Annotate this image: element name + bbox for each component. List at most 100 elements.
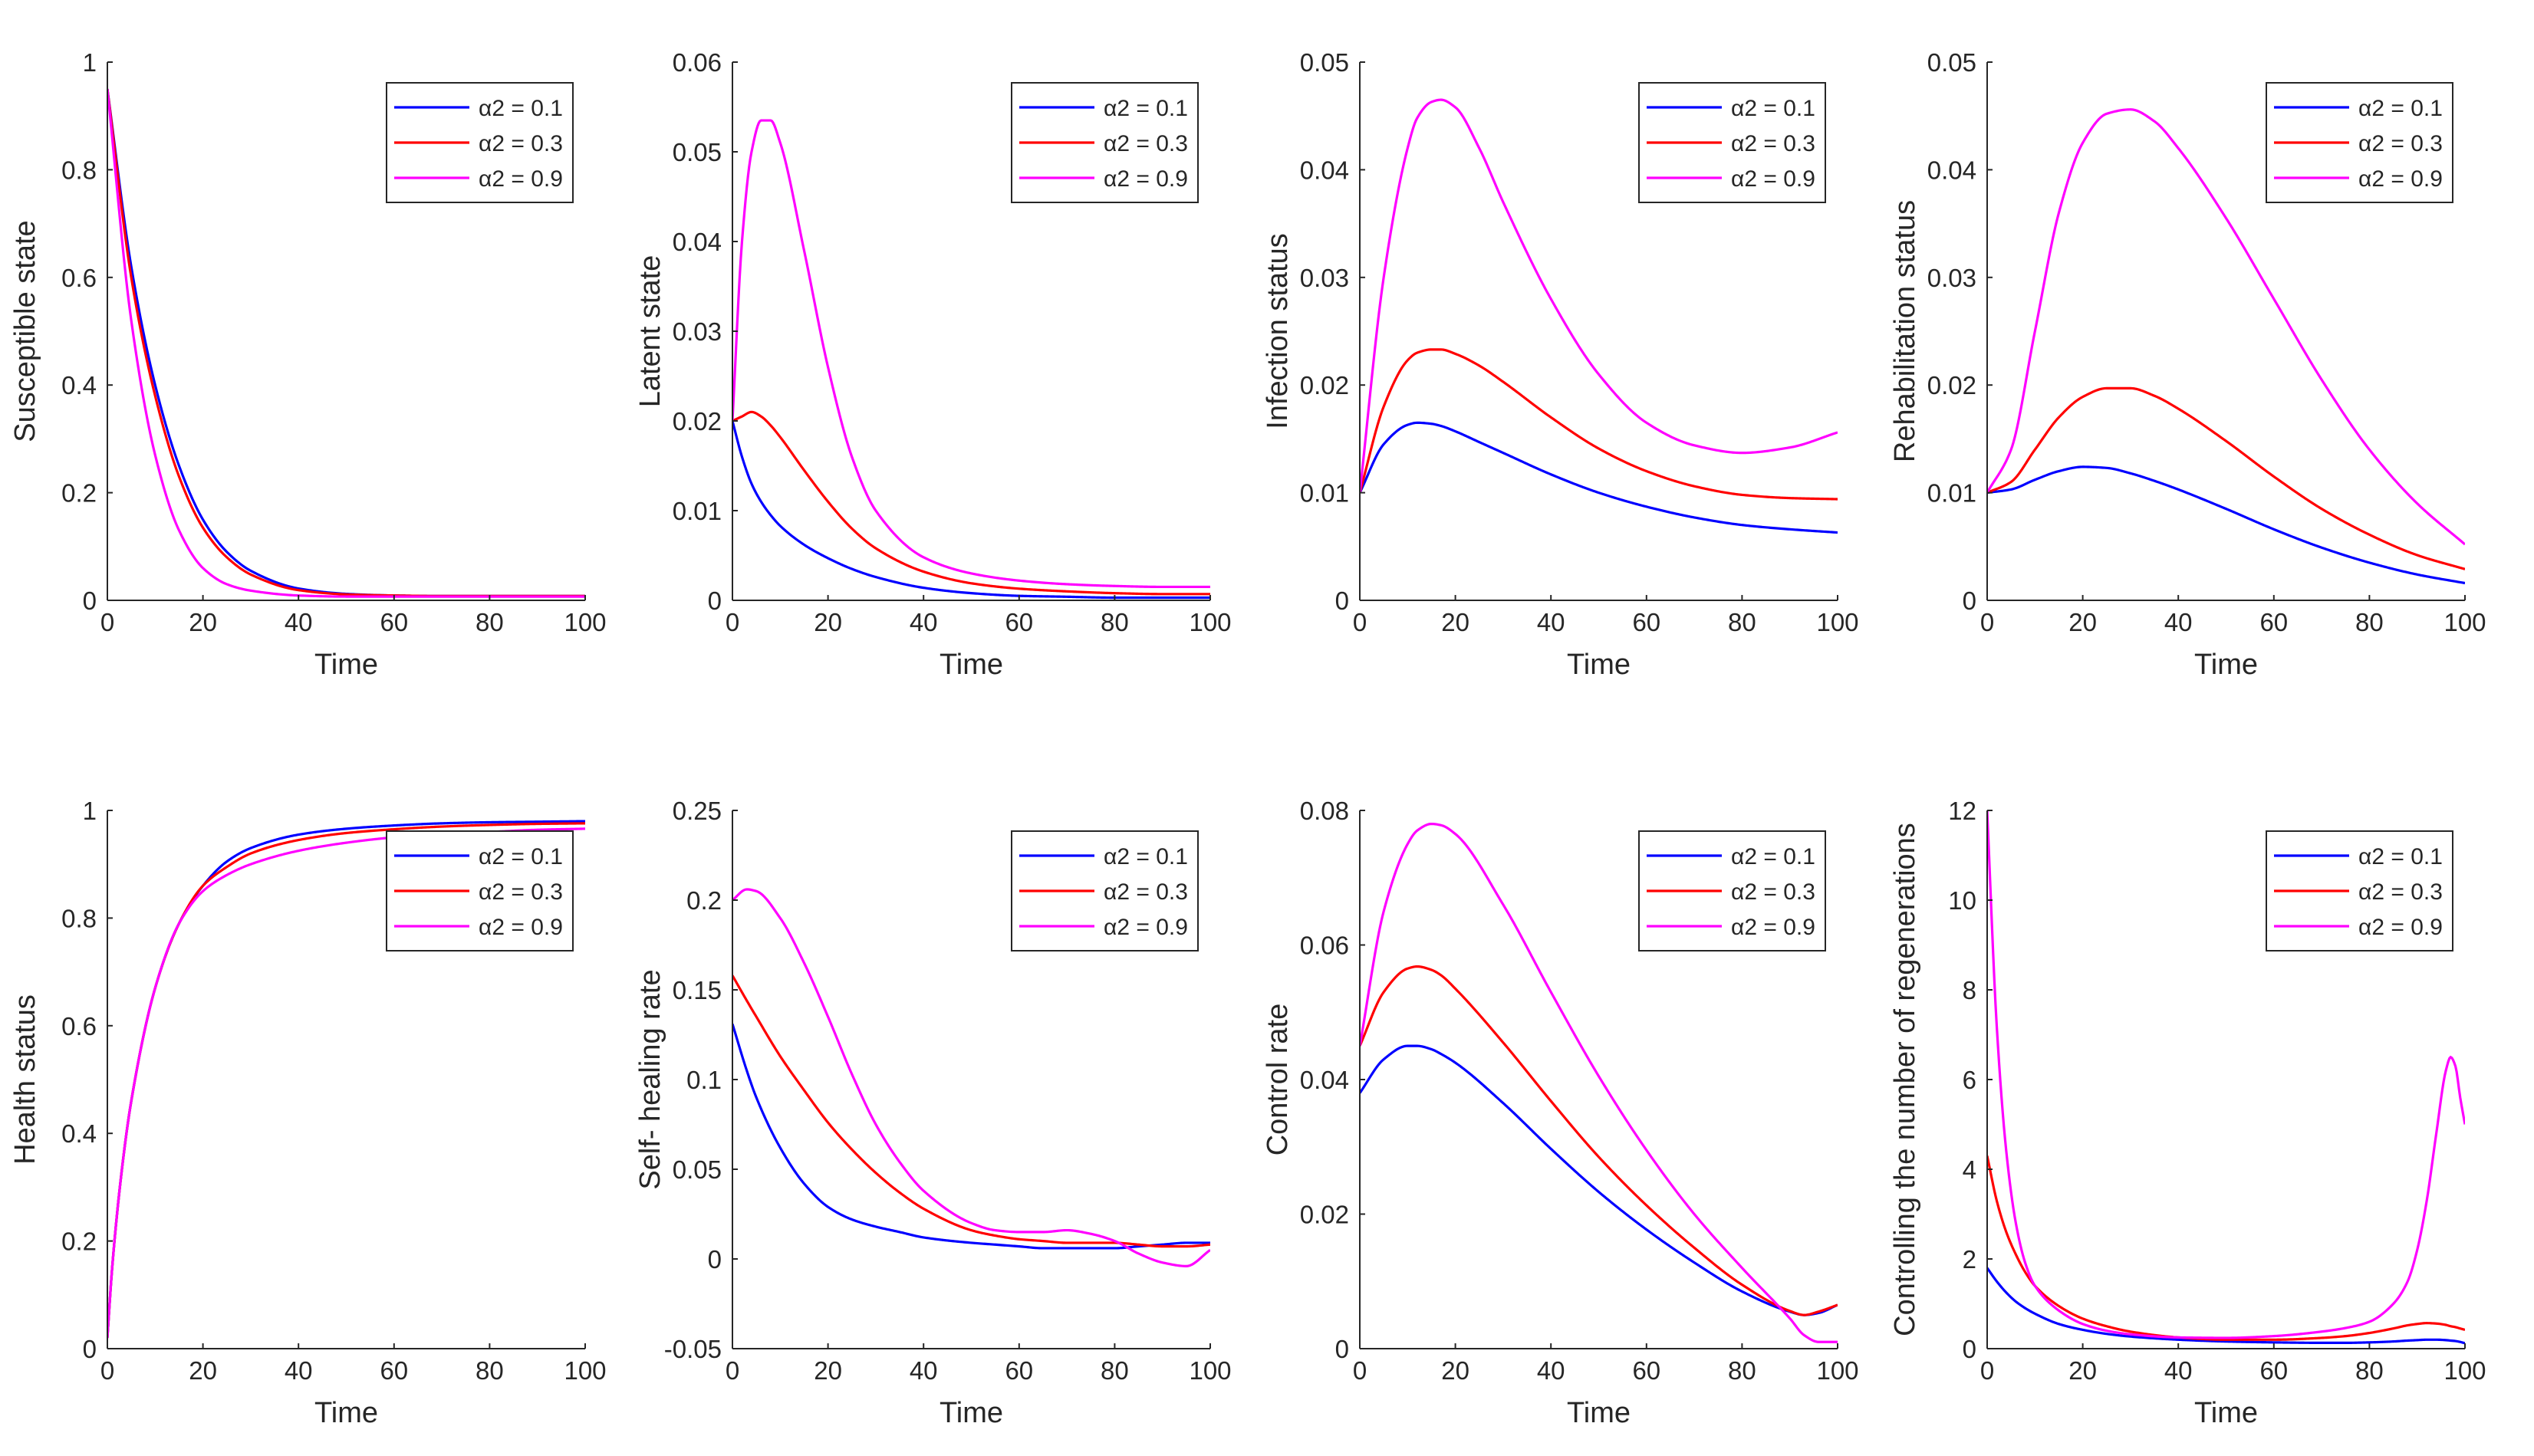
legend-label: α2 = 0.9 bbox=[1104, 915, 1188, 940]
x-tick-label: 100 bbox=[1189, 1356, 1231, 1385]
x-tick-label: 40 bbox=[910, 608, 938, 636]
series-line-1 bbox=[1987, 465, 2465, 585]
legend-label: α2 = 0.3 bbox=[2358, 131, 2443, 156]
x-axis-label: Time bbox=[2194, 1397, 2258, 1429]
y-tick-label: 0 bbox=[708, 1245, 722, 1274]
subplot-7: 0 20 40 60 80 100 0 0.02 0.04 0.06 0.08 Time Control… bbox=[1262, 797, 1859, 1429]
legend-label: α2 = 0.3 bbox=[1104, 131, 1188, 156]
series-line-1 bbox=[1360, 1044, 1838, 1316]
legend-label: α2 = 0.9 bbox=[2358, 166, 2443, 192]
x-tick-label: 20 bbox=[814, 1356, 842, 1385]
y-tick-label: 0.06 bbox=[1300, 932, 1349, 960]
y-tick-label: 0.05 bbox=[1300, 48, 1349, 77]
y-tick-label: 0.25 bbox=[673, 797, 722, 825]
series-line-3 bbox=[1360, 822, 1838, 1343]
y-tick-label: 0.03 bbox=[1300, 264, 1349, 292]
y-tick-label: 1 bbox=[83, 797, 97, 825]
x-tick-label: 80 bbox=[1101, 1356, 1129, 1385]
y-tick-label: 0.04 bbox=[1300, 1066, 1349, 1094]
series-line-2 bbox=[732, 410, 1210, 596]
x-tick-label: 100 bbox=[1189, 608, 1231, 636]
x-tick-label: 80 bbox=[2355, 608, 2384, 636]
x-tick-label: 80 bbox=[476, 608, 504, 636]
legend: α2 = 0.1 α2 = 0.3 α2 = 0.9 bbox=[1011, 82, 1199, 203]
x-tick-label: 40 bbox=[2164, 608, 2193, 636]
y-tick-label: 0.8 bbox=[61, 904, 97, 932]
y-tick-label: 0.04 bbox=[1927, 156, 1976, 184]
y-tick-label: 4 bbox=[1963, 1155, 1976, 1184]
y-tick-label: 0.8 bbox=[61, 156, 97, 184]
x-tick-label: 20 bbox=[189, 608, 217, 636]
x-tick-label: 20 bbox=[189, 1356, 217, 1385]
x-tick-label: 80 bbox=[1728, 608, 1756, 636]
x-axis-label: Time bbox=[940, 1397, 1003, 1429]
x-tick-label: 100 bbox=[2444, 608, 2486, 636]
x-tick-label: 60 bbox=[1005, 1356, 1033, 1385]
subplot-8: 0 20 40 60 80 100 0 2 4 6 8 10 12 Time Controlling the… bbox=[1889, 797, 2486, 1429]
x-axis-label: Time bbox=[1567, 649, 1631, 681]
y-tick-label: 0.05 bbox=[673, 138, 722, 166]
series-line-3 bbox=[1987, 810, 2465, 1339]
subplot-5: 0 20 40 60 80 100 0 0.2 0.4 0.6 0.8 1 Time Health sta… bbox=[9, 797, 607, 1429]
x-tick-label: 40 bbox=[285, 608, 313, 636]
legend-label: α2 = 0.1 bbox=[479, 96, 563, 121]
legend-label: α2 = 0.1 bbox=[2358, 844, 2443, 869]
y-tick-label: 0.01 bbox=[1927, 479, 1976, 508]
series-line-3 bbox=[107, 88, 585, 598]
legend: α2 = 0.1 α2 = 0.3 α2 = 0.9 bbox=[1638, 830, 1826, 951]
legend: α2 = 0.1 α2 = 0.3 α2 = 0.9 bbox=[1011, 830, 1199, 951]
y-tick-label: 0 bbox=[83, 1335, 97, 1363]
x-axis-label: Time bbox=[314, 649, 378, 681]
series-line-3 bbox=[1360, 98, 1838, 493]
legend-label: α2 = 0.3 bbox=[479, 879, 563, 905]
y-tick-label: 0.1 bbox=[686, 1066, 722, 1094]
legend-box bbox=[1011, 830, 1199, 951]
y-tick-label: 6 bbox=[1963, 1066, 1976, 1094]
subplot-4: 0 20 40 60 80 100 0 0.01 0.02 0.03 0.04 0.05 Time Reh… bbox=[1889, 48, 2486, 681]
series-line-2 bbox=[1987, 1155, 2465, 1341]
y-tick-label: 0 bbox=[1335, 587, 1349, 615]
y-tick-label: 0.02 bbox=[1300, 371, 1349, 399]
x-tick-label: 100 bbox=[1816, 1356, 1858, 1385]
y-tick-label: 0 bbox=[1963, 1335, 1976, 1363]
legend: α2 = 0.1 α2 = 0.3 α2 = 0.9 bbox=[2266, 82, 2453, 203]
x-tick-label: 40 bbox=[910, 1356, 938, 1385]
legend-label: α2 = 0.3 bbox=[1731, 879, 1815, 905]
y-tick-label: 0 bbox=[1335, 1335, 1349, 1363]
y-tick-label: 0.02 bbox=[673, 407, 722, 435]
x-tick-label: 0 bbox=[726, 1356, 739, 1385]
legend-label: α2 = 0.1 bbox=[1104, 96, 1188, 121]
legend-label: α2 = 0.9 bbox=[2358, 915, 2443, 940]
x-tick-label: 100 bbox=[564, 608, 606, 636]
y-tick-label: 0.05 bbox=[1927, 48, 1976, 77]
legend: α2 = 0.1 α2 = 0.3 α2 = 0.9 bbox=[1638, 82, 1826, 203]
series-line-3 bbox=[732, 888, 1210, 1267]
y-axis-label: Control rate bbox=[1262, 1004, 1294, 1156]
x-tick-label: 0 bbox=[100, 1356, 114, 1385]
y-tick-label: 0 bbox=[83, 587, 97, 615]
y-tick-label: 0 bbox=[1963, 587, 1976, 615]
x-tick-label: 80 bbox=[476, 1356, 504, 1385]
y-tick-label: 0 bbox=[708, 587, 722, 615]
subplot-3: 0 20 40 60 80 100 0 0.01 0.02 0.03 0.04 0.05 Time Inf… bbox=[1262, 48, 1859, 681]
legend-label: α2 = 0.3 bbox=[1104, 879, 1188, 905]
x-tick-label: 20 bbox=[1441, 1356, 1469, 1385]
legend-label: α2 = 0.3 bbox=[479, 131, 563, 156]
y-axis-label: Self- healing rate bbox=[634, 969, 666, 1189]
y-tick-label: 0.4 bbox=[61, 371, 97, 399]
y-axis-label: Infection status bbox=[1262, 233, 1294, 429]
legend: α2 = 0.1 α2 = 0.3 α2 = 0.9 bbox=[386, 830, 574, 951]
y-tick-label: 0.02 bbox=[1300, 1201, 1349, 1229]
x-tick-label: 20 bbox=[2068, 1356, 2097, 1385]
series-line-3 bbox=[1987, 108, 2465, 546]
legend-label: α2 = 0.9 bbox=[1731, 915, 1815, 940]
y-tick-label: 0.08 bbox=[1300, 797, 1349, 825]
x-tick-label: 80 bbox=[1728, 1356, 1756, 1385]
y-tick-label: 0.2 bbox=[686, 886, 722, 915]
y-tick-label: 8 bbox=[1963, 976, 1976, 1004]
x-tick-label: 40 bbox=[1537, 1356, 1565, 1385]
x-tick-label: 40 bbox=[2164, 1356, 2193, 1385]
y-tick-label: 0.15 bbox=[673, 976, 722, 1004]
y-tick-label: 0.04 bbox=[673, 228, 722, 256]
